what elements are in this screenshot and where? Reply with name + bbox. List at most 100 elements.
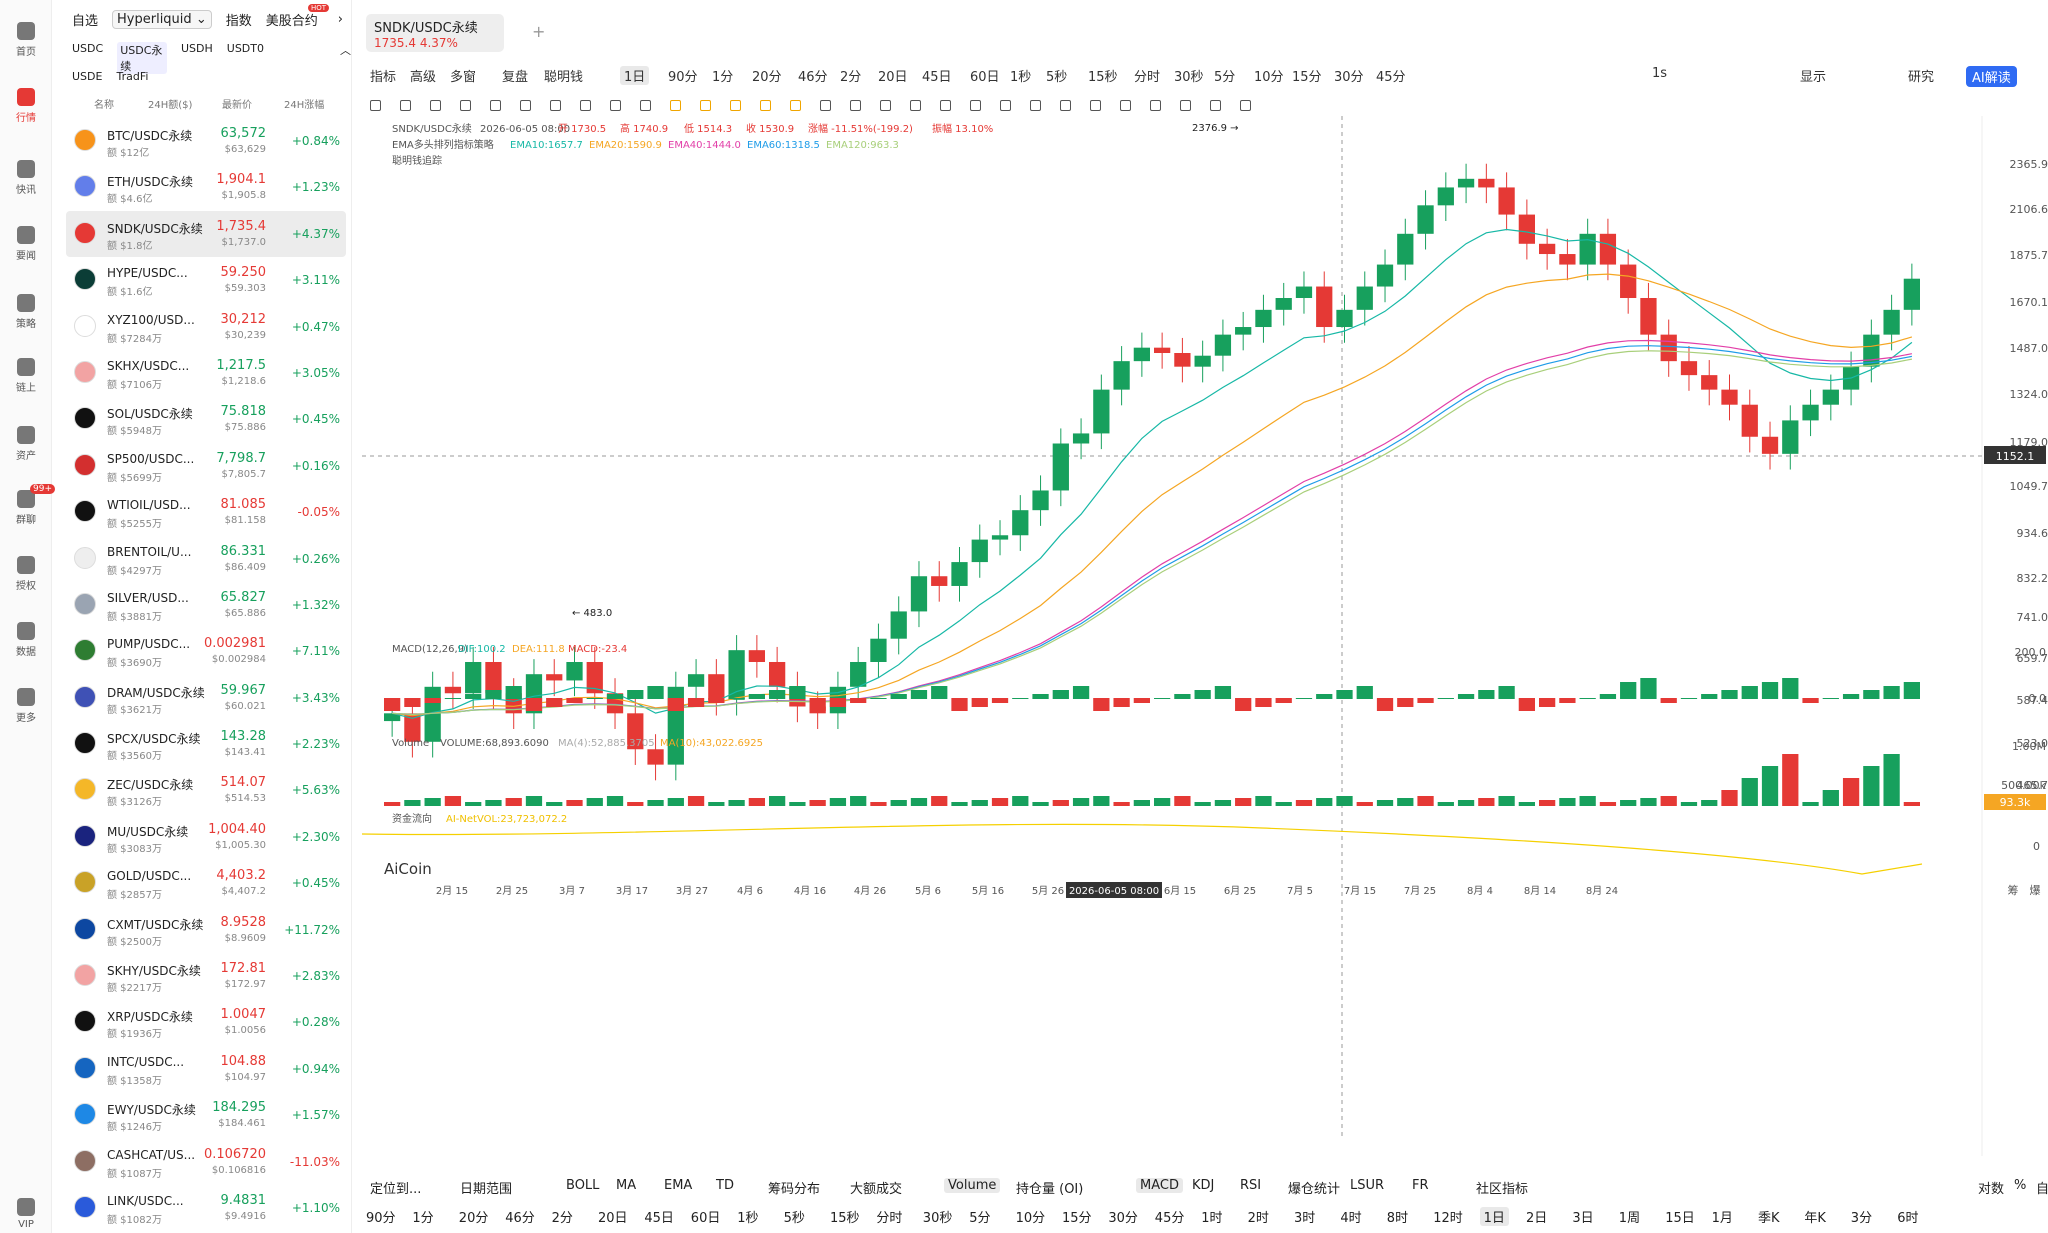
interval-button[interactable]: 5分 [969, 1211, 991, 1226]
market-row[interactable]: SOL/USDC永续额 $5948万 75.818 $75.886 +0.45% [66, 396, 346, 442]
interval-button[interactable]: 45分 [1154, 1211, 1185, 1226]
toolbar-item[interactable]: 15秒 [1088, 70, 1118, 85]
market-row[interactable]: CASHCAT/US... 额 $1087万 0.106720 $0.106816 -1… [66, 1139, 346, 1185]
indicator-button[interactable]: 爆仓统计 [1288, 1182, 1341, 1197]
toolbar-item[interactable]: 90分 [668, 70, 698, 85]
market-row[interactable]: CXMT/USDC永续额 $2500万 8.9528 $8.9609 +11.72% [66, 907, 346, 953]
toolbar-item[interactable]: 多窗 [450, 70, 477, 85]
interval-button[interactable]: 6时 [1897, 1211, 1919, 1226]
toolbar-item[interactable]: 复盘 [502, 70, 529, 85]
col-name[interactable]: 名称 [94, 100, 114, 111]
toolbar-item[interactable]: 1秒 [1010, 70, 1032, 85]
drawing-tool-icon[interactable] [700, 100, 711, 111]
indicator-button[interactable]: TD [716, 1178, 734, 1193]
toolbar-item[interactable]: 高级 [410, 70, 437, 85]
nav-auth[interactable]: 授权 [0, 556, 52, 592]
toolbar-item[interactable]: 30秒 [1174, 70, 1204, 85]
nav-more[interactable]: 更多 [0, 688, 52, 724]
tab-hyperliquid[interactable]: Hyperliquid ⌄ [112, 10, 212, 29]
toolbar-item[interactable]: 分时 [1134, 70, 1161, 85]
market-row[interactable]: LINK/USDC... 额 $1082万 9.4831 $9.4916 +1.10% [66, 1185, 346, 1231]
ai-analysis-button[interactable]: AI解读 [1966, 66, 2017, 87]
drawing-tool-icon[interactable] [880, 100, 891, 111]
chevron-right-icon[interactable]: › [337, 12, 343, 27]
drawing-tool-icon[interactable] [460, 100, 471, 111]
add-tab-button[interactable]: + [532, 22, 546, 41]
interval-button[interactable]: 1月 [1711, 1211, 1733, 1226]
drawing-tool-icon[interactable] [550, 100, 561, 111]
drawing-tool-icon[interactable] [1210, 100, 1221, 111]
market-row[interactable]: SKHY/USDC永续额 $2217万 172.81 $172.97 +2.83% [66, 953, 346, 999]
filter-usdc[interactable]: USDC [72, 42, 104, 55]
indicator-button[interactable]: MACD [1136, 1178, 1183, 1193]
interval-button[interactable]: 1周 [1618, 1211, 1641, 1226]
drawing-tool-icon[interactable] [1030, 100, 1041, 111]
indicator-button[interactable]: FR [1412, 1178, 1429, 1193]
interval-button[interactable]: 年K [1804, 1211, 1826, 1226]
filter-usdc-perp[interactable]: USDC永续 [117, 42, 167, 74]
market-row[interactable]: INTC/USDC... 额 $1358万 104.88 $104.97 +0.94% [66, 1046, 346, 1092]
drawing-tool-icon[interactable] [1120, 100, 1131, 111]
drawing-tool-icon[interactable] [760, 100, 771, 111]
interval-button[interactable]: 90分 [366, 1211, 396, 1226]
nav-chain[interactable]: 链上 [0, 358, 52, 394]
nav-robot[interactable]: 策略 [0, 294, 52, 330]
interval-button[interactable]: 2时 [1247, 1211, 1269, 1226]
interval-button[interactable]: 30秒 [922, 1211, 953, 1226]
nav-home[interactable]: 首页 [0, 22, 52, 58]
axis-mode-button[interactable]: 对数 [1978, 1182, 2005, 1197]
drawing-tool-icon[interactable] [910, 100, 921, 111]
col-price[interactable]: 最新价 [222, 100, 252, 111]
toolbar-item[interactable]: 1日 [620, 66, 650, 85]
indicator-button[interactable]: KDJ [1192, 1178, 1215, 1193]
tab-index[interactable]: 指数 [225, 14, 252, 29]
indicator-button[interactable]: BOLL [566, 1178, 600, 1193]
market-row[interactable]: BRENTOIL/U... 额 $4297万 86.331 $86.409 +0.26% [66, 536, 346, 582]
drawing-tool-icon[interactable] [400, 100, 411, 111]
interval-button[interactable]: 20分 [458, 1211, 489, 1226]
drawing-tool-icon[interactable] [790, 100, 801, 111]
interval-button[interactable]: 1时 [1201, 1211, 1223, 1226]
interval-button[interactable]: 分时 [876, 1211, 903, 1226]
toolbar-item[interactable]: 60日 [970, 70, 1000, 85]
drawing-tool-icon[interactable] [580, 100, 591, 111]
indicator-button[interactable]: LSUR [1350, 1178, 1385, 1193]
tab-watchlist[interactable]: 自选 [72, 14, 99, 29]
market-row[interactable]: WTIOIL/USD... 额 $5255万 81.085 $81.158 -0.05% [66, 489, 346, 535]
drawing-tool-icon[interactable] [730, 100, 741, 111]
symbol-tab[interactable]: SNDK/USDC永续 1735.4 4.37% [366, 14, 504, 52]
nav-vip[interactable]: VIP [0, 1198, 52, 1230]
drawing-tool-icon[interactable] [970, 100, 981, 111]
drawing-tool-icon[interactable] [1150, 100, 1161, 111]
indicator-button[interactable]: 大额成交 [850, 1182, 903, 1197]
drawing-tool-icon[interactable] [430, 100, 441, 111]
nav-chart[interactable]: 行情 [0, 88, 52, 124]
filter-tradfi[interactable]: TradFi [116, 70, 149, 83]
toolbar-right-item[interactable]: 显示 [1800, 70, 1827, 85]
drawing-tool-icon[interactable] [1240, 100, 1251, 111]
drawing-tool-icon[interactable] [850, 100, 861, 111]
market-row[interactable]: SNDK/USDC永续额 $1.8亿 1,735.4 $1,737.0 +4.37% [66, 210, 346, 258]
indicator-button[interactable]: RSI [1240, 1178, 1262, 1193]
indicator-button[interactable]: 持仓量 (OI) [1016, 1182, 1084, 1197]
axis-mode-button[interactable]: % [2014, 1178, 2027, 1193]
toolbar-item[interactable]: 2分 [840, 70, 862, 85]
interval-button[interactable]: 2日 [1526, 1211, 1548, 1226]
market-row[interactable]: MU/USDC永续额 $3083万 1,004.40 $1,005.30 +2.30% [66, 814, 346, 860]
market-row[interactable]: XRP/USDC永续额 $1936万 1.0047 $1.0056 +0.28% [66, 999, 346, 1045]
interval-button[interactable]: 5秒 [783, 1211, 805, 1226]
interval-button[interactable]: 1分 [412, 1211, 434, 1226]
drawing-tool-icon[interactable] [490, 100, 501, 111]
indicator-button[interactable]: 筹码分布 [768, 1182, 821, 1197]
toolbar-item[interactable]: 20日 [878, 70, 908, 85]
market-row[interactable]: SPCX/USDC永续额 $3560万 143.28 $143.41 +2.23% [66, 721, 346, 767]
interval-button[interactable]: 3日 [1572, 1211, 1594, 1226]
indicator-button[interactable]: Volume [944, 1178, 1001, 1193]
nav-data[interactable]: 数据 [0, 622, 52, 658]
interval-button[interactable]: 10分 [1015, 1211, 1046, 1226]
interval-button[interactable]: 46分 [505, 1211, 535, 1226]
toolbar-item[interactable]: 聪明钱 [544, 70, 584, 85]
drawing-tool-icon[interactable] [820, 100, 831, 111]
toolbar-item[interactable]: 15分 [1292, 70, 1322, 85]
drawing-tool-icon[interactable] [640, 100, 651, 111]
